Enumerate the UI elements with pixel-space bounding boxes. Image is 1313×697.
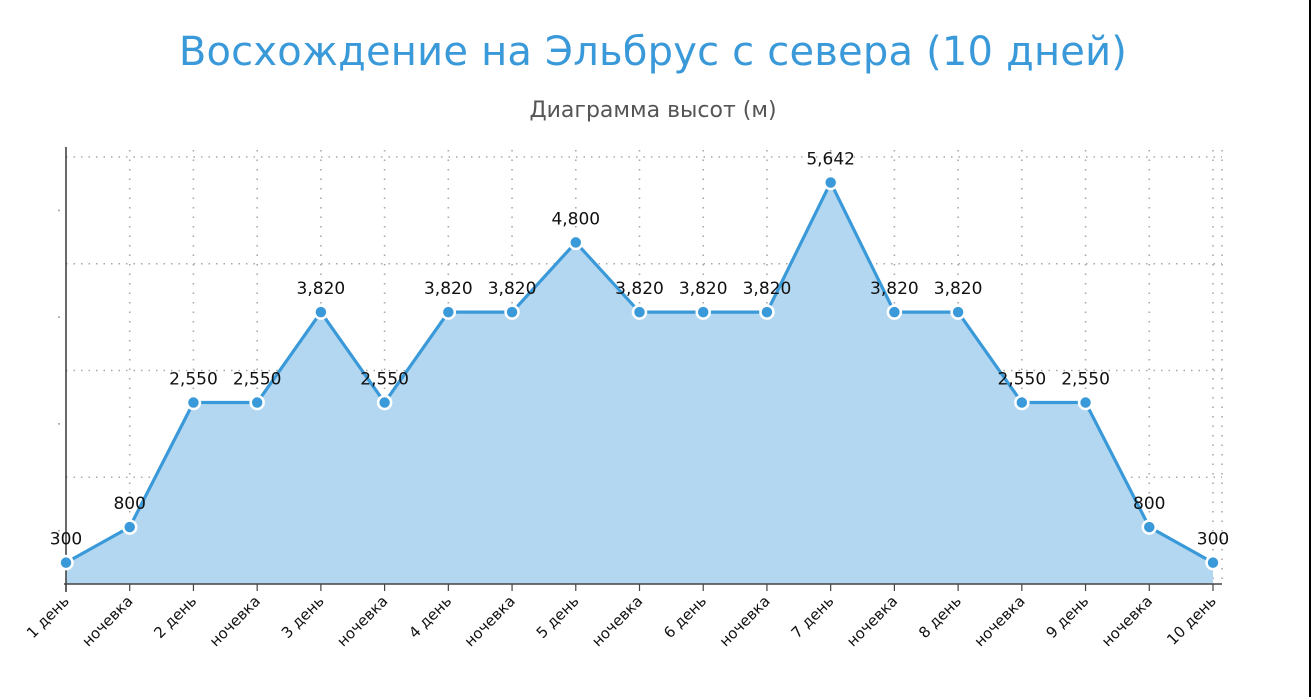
data-point <box>376 394 393 411</box>
x-tick-label: ночевка <box>461 592 519 650</box>
x-tick-label: ночевка <box>588 592 646 650</box>
data-point <box>822 174 839 191</box>
data-point <box>886 304 903 320</box>
x-tick-label: ночевка <box>78 592 136 650</box>
data-label: 300 <box>50 530 82 550</box>
chart-subtitle: Диаграмма высот (м) <box>529 98 777 123</box>
data-point <box>249 394 265 411</box>
x-tick-label: ночевка <box>333 592 391 650</box>
data-label: 4,800 <box>551 209 600 229</box>
data-point <box>1014 394 1030 411</box>
x-tick-labels: 1 день ночевка 2 день ночевка 3 день ночевка 4… <box>23 592 1220 650</box>
x-tick-label: 6 день <box>660 592 710 642</box>
x-tick-label: ночевка <box>1098 592 1156 650</box>
data-label: 2,550 <box>360 370 409 390</box>
x-tick-label: 4 день <box>405 592 455 642</box>
x-tick-label: 8 день <box>915 592 965 642</box>
data-point <box>631 304 648 320</box>
data-point <box>695 304 711 320</box>
data-label: 800 <box>113 494 145 514</box>
data-label: 3,820 <box>615 279 664 299</box>
data-label: 3,820 <box>679 279 728 299</box>
x-tick-label: ночевка <box>971 592 1029 650</box>
data-point <box>1077 394 1094 411</box>
data-point <box>1205 554 1221 571</box>
data-label: 300 <box>1197 530 1229 550</box>
x-tick-label: 10 день <box>1163 592 1220 649</box>
data-points <box>58 174 1221 571</box>
axes <box>64 147 1222 592</box>
x-tick-label: 9 день <box>1042 592 1092 642</box>
data-label: 2,550 <box>1061 370 1110 390</box>
data-point <box>504 304 520 320</box>
data-labels: 300 800 2,550 2,550 3,820 2,550 3,820 3,820 4,80… <box>50 149 1229 549</box>
data-label: 5,642 <box>806 149 855 169</box>
data-point <box>440 304 457 320</box>
data-label: 3,820 <box>870 279 919 299</box>
data-point <box>568 234 584 251</box>
area-fill <box>66 182 1213 584</box>
x-tick-label: 7 день <box>788 592 838 642</box>
x-tick-label: 2 день <box>150 592 200 642</box>
data-point <box>759 304 775 320</box>
x-tick-label: ночевка <box>716 592 774 650</box>
x-tick-label: 5 день <box>533 592 583 642</box>
x-tick-label: ночевка <box>206 592 264 650</box>
data-point <box>185 394 202 411</box>
data-point <box>950 304 966 320</box>
x-tick-label: 1 день <box>23 592 73 642</box>
x-tick-label: ночевка <box>843 592 901 650</box>
data-label: 3,820 <box>743 279 792 299</box>
data-label: 800 <box>1133 494 1165 514</box>
x-tick-label: 3 день <box>278 592 328 642</box>
data-label: 2,550 <box>169 370 218 390</box>
data-label: 3,820 <box>424 279 473 299</box>
data-label: 3,820 <box>297 279 346 299</box>
data-point <box>1141 519 1158 535</box>
data-point <box>121 519 138 535</box>
chart-title: Восхождение на Эльбрус с севера (10 дней… <box>178 29 1128 75</box>
data-label: 2,550 <box>997 370 1046 390</box>
data-label: 2,550 <box>233 370 282 390</box>
data-label: 3,820 <box>934 279 983 299</box>
data-point <box>58 554 74 571</box>
data-point <box>313 304 329 320</box>
data-label: 3,820 <box>488 279 537 299</box>
